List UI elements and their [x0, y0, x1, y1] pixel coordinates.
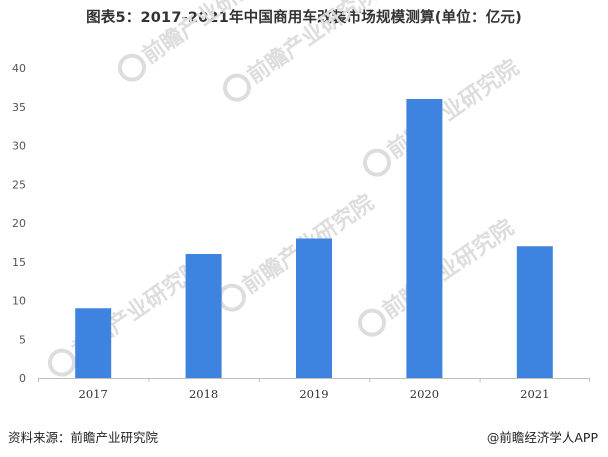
y-tick-label: 10	[12, 295, 26, 308]
credit-note: @前瞻经济学人APP	[486, 430, 598, 445]
bar-2021	[516, 246, 553, 378]
watermark-layer: 前瞻产业研究院前瞻产业研究院前瞻产业研究院前瞻产业研究院前瞻产业研究院前瞻产业研…	[47, 0, 524, 377]
x-tick-label: 2019	[299, 387, 328, 401]
y-tick-label: 15	[12, 256, 26, 269]
y-tick-label: 40	[12, 62, 26, 75]
source-note: 资料来源：前瞻产业研究院	[8, 430, 159, 445]
bar-2019	[296, 238, 332, 378]
y-tick-label: 30	[12, 140, 26, 153]
y-tick-label: 20	[12, 217, 26, 230]
y-tick-label: 25	[12, 178, 26, 191]
y-tick-label: 5	[19, 333, 26, 346]
watermark-text: 前瞻产业研究院	[378, 214, 519, 324]
bars-group	[75, 99, 553, 378]
bar-2017	[75, 308, 112, 378]
watermark-text: 前瞻产业研究院	[383, 54, 524, 164]
watermark-text: 前瞻产业研究院	[243, 0, 384, 89]
bar-2020	[406, 99, 443, 378]
x-tick-label: 2021	[520, 387, 549, 401]
x-tick-label: 2017	[79, 387, 108, 401]
bar-2018	[185, 254, 222, 378]
x-tick-label: 2020	[410, 387, 439, 401]
y-tick-label: 0	[19, 372, 26, 385]
y-tick-label: 35	[12, 101, 26, 114]
y-axis: 0 5 10 15 20 25 30 35 40	[12, 62, 26, 385]
x-tick-label: 2018	[189, 387, 218, 401]
watermark: 前瞻产业研究院	[222, 0, 384, 102]
x-axis: 2017 2018 2019 2020 2021	[38, 378, 590, 401]
chart-title: 图表5：2017-2021年中国商用车改装市场规模测算(单位：亿元)	[86, 10, 522, 26]
watermark: 前瞻产业研究院	[47, 254, 209, 377]
